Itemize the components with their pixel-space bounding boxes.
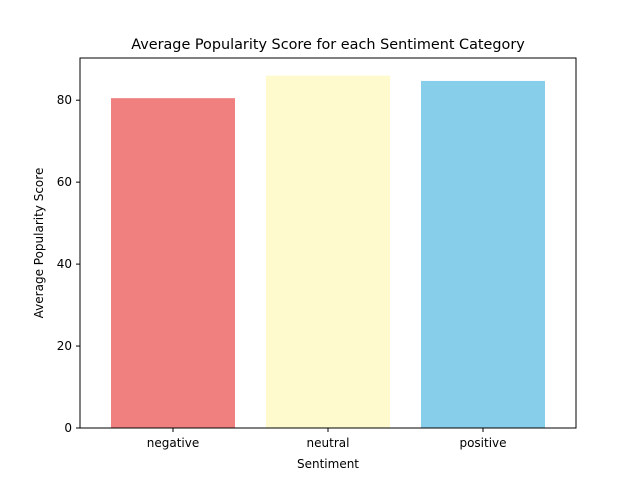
x-axis-label: Sentiment	[297, 457, 359, 471]
y-tick-label: 0	[64, 421, 72, 435]
bars-group	[111, 75, 545, 429]
x-tick-label: negative	[147, 436, 199, 450]
y-tick-label: 80	[57, 93, 72, 107]
y-axis-ticks: 0 20 40 60 80	[57, 93, 80, 435]
x-axis-ticks: negative neutral positive	[147, 428, 507, 450]
plot-frame	[79, 57, 577, 429]
y-tick-label: 20	[57, 339, 72, 353]
y-axis-label: Average Popularity Score	[32, 168, 46, 319]
y-tick-label: 40	[57, 257, 72, 271]
chart-title: Average Popularity Score for each Sentim…	[131, 37, 525, 53]
x-tick-label: neutral	[307, 436, 350, 450]
bar-negative	[111, 98, 235, 429]
bar-positive	[421, 80, 545, 428]
x-tick-label: positive	[459, 436, 506, 450]
y-tick-label: 60	[57, 175, 72, 189]
bar-neutral	[266, 75, 390, 428]
